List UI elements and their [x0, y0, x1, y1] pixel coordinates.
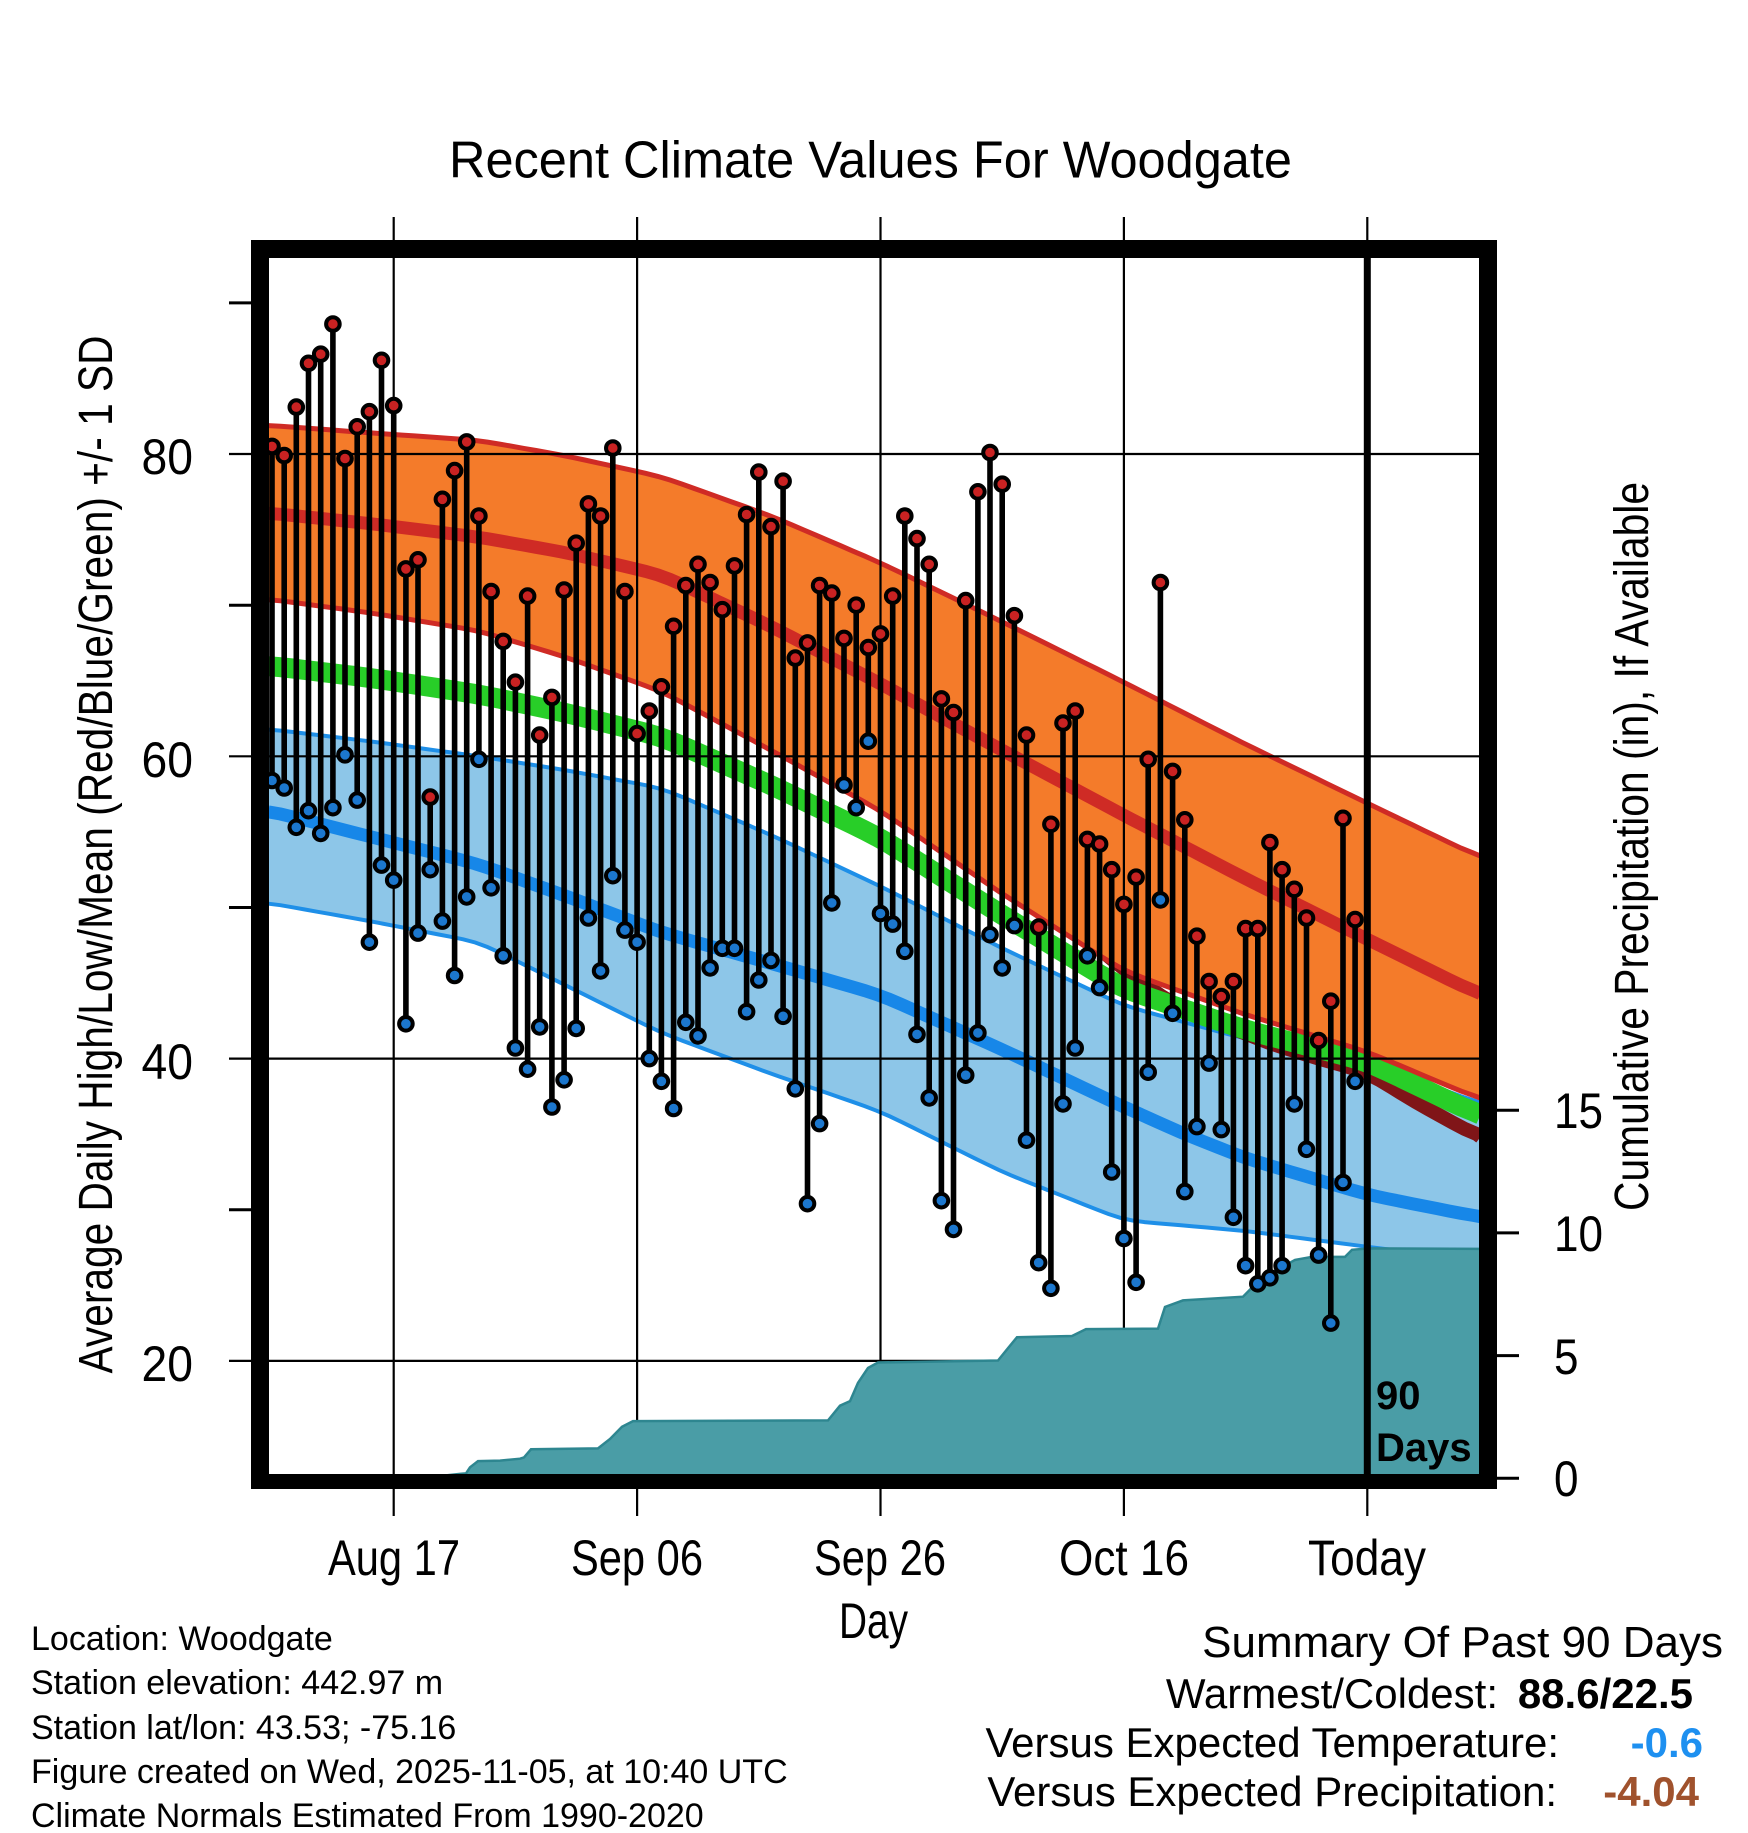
svg-text:Figure created on Wed, 2025-11: Figure created on Wed, 2025-11-05, at 10…	[31, 1753, 788, 1791]
svg-text:Versus Expected Temperature:: Versus Expected Temperature:	[985, 1719, 1559, 1766]
svg-text:0: 0	[1554, 1451, 1579, 1507]
svg-text:Warmest/Coldest:: Warmest/Coldest:	[1166, 1670, 1498, 1717]
svg-text:Sep 06: Sep 06	[571, 1530, 703, 1586]
svg-text:80: 80	[142, 429, 194, 485]
svg-text:Station lat/lon: 43.53; -75.16: Station lat/lon: 43.53; -75.16	[31, 1709, 456, 1747]
svg-text:Days: Days	[1376, 1426, 1472, 1470]
svg-text:90: 90	[1376, 1374, 1421, 1418]
svg-text:Climate Normals Estimated From: Climate Normals Estimated From 1990-2020	[31, 1797, 704, 1828]
svg-text:Average Daily High/Low/Mean (R: Average Daily High/Low/Mean (Red/Blue/Gr…	[70, 336, 123, 1374]
svg-text:5: 5	[1554, 1329, 1579, 1385]
svg-text:-4.04: -4.04	[1603, 1768, 1699, 1815]
svg-text:60: 60	[142, 732, 194, 788]
svg-text:Summary Of Past 90 Days: Summary Of Past 90 Days	[1202, 1618, 1723, 1667]
svg-text:Day: Day	[839, 1593, 908, 1649]
svg-text:15: 15	[1554, 1083, 1603, 1139]
svg-text:Aug 17: Aug 17	[328, 1530, 460, 1586]
svg-text:Sep 26: Sep 26	[814, 1530, 946, 1586]
svg-text:20: 20	[142, 1336, 194, 1392]
svg-text:40: 40	[142, 1034, 194, 1090]
svg-text:Location: Woodgate: Location: Woodgate	[31, 1620, 333, 1658]
svg-text:Cumulative Precipitation (in),: Cumulative Precipitation (in), If Availa…	[1606, 482, 1659, 1211]
svg-text:Recent Climate Values For Wood: Recent Climate Values For Woodgate	[449, 132, 1292, 190]
svg-text:-0.6: -0.6	[1631, 1719, 1703, 1766]
svg-text:Versus Expected Precipitation:: Versus Expected Precipitation:	[987, 1768, 1557, 1815]
svg-text:88.6/22.5: 88.6/22.5	[1518, 1670, 1693, 1717]
svg-text:10: 10	[1554, 1206, 1603, 1262]
svg-text:Station elevation: 442.97 m: Station elevation: 442.97 m	[31, 1664, 443, 1702]
svg-text:Oct 16: Oct 16	[1059, 1530, 1189, 1586]
svg-text:Today: Today	[1308, 1530, 1426, 1586]
